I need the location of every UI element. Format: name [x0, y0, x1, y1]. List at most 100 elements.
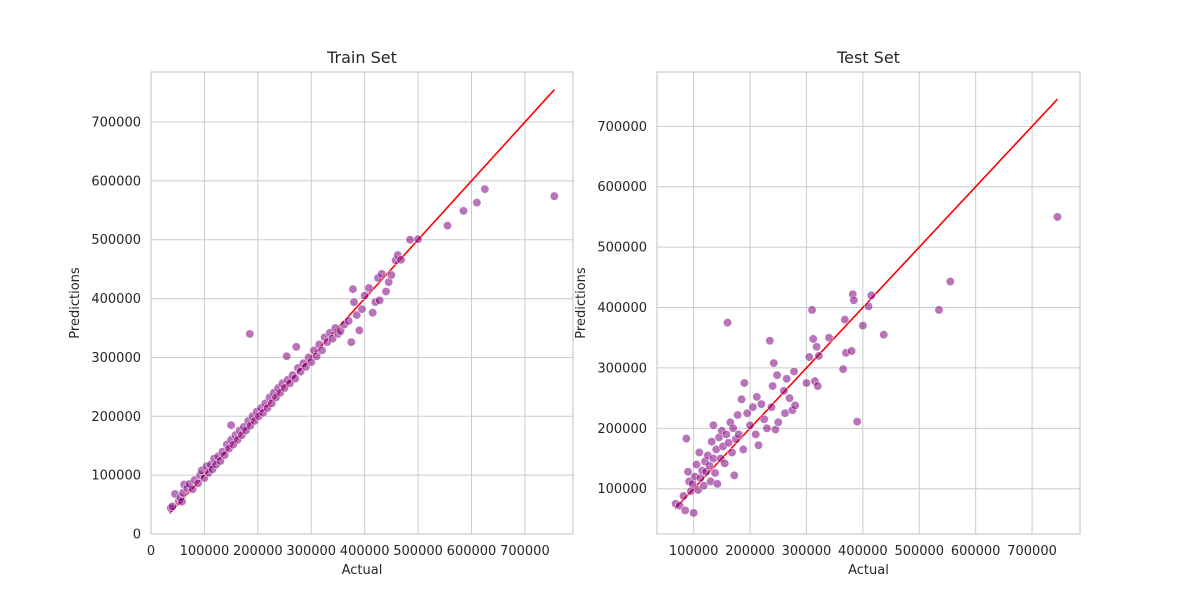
test-ytick-label: 100000 [597, 482, 647, 497]
train-data-point [349, 297, 359, 307]
test-data-point [724, 438, 734, 448]
test-data-point [849, 295, 859, 305]
test-ytick-label: 500000 [597, 241, 647, 256]
test-data-point [813, 381, 823, 391]
train-xtick-label: 200000 [233, 544, 283, 559]
train-data-point [386, 270, 396, 280]
train-xtick-label: 300000 [286, 544, 336, 559]
test-data-point [742, 408, 752, 418]
train-xtick-label: 100000 [180, 544, 230, 559]
test-data-point [752, 392, 762, 402]
test-data-point [934, 305, 944, 315]
test-data-point [785, 393, 795, 403]
test-data-point [710, 468, 720, 478]
test-data-point [691, 460, 701, 470]
test-xtick-label: 500000 [894, 544, 944, 559]
train-data-point [312, 351, 322, 361]
test-data-point [840, 315, 850, 325]
train-data-point [472, 198, 482, 208]
train-set-panel: 0 100000 200000 300000 400000 500000 600000 700… [68, 48, 574, 578]
test-xtick-label: 200000 [725, 544, 775, 559]
test-data-point [847, 346, 857, 356]
test-data-point [739, 378, 749, 388]
train-ylabel: Predictions [68, 267, 83, 339]
train-ytick-label: 0 [133, 528, 141, 543]
test-data-point [1052, 212, 1062, 222]
test-ytick-label: 300000 [597, 361, 647, 376]
test-data-point [720, 458, 730, 468]
test-ylabel: Predictions [574, 267, 589, 339]
train-ytick-label: 100000 [91, 469, 141, 484]
test-data-point [838, 364, 848, 374]
train-data-point [177, 497, 187, 507]
train-data-point [291, 342, 301, 352]
test-data-point [858, 321, 868, 331]
test-data-point [945, 277, 955, 287]
train-ytick-label: 600000 [91, 174, 141, 189]
test-data-point [790, 400, 800, 410]
train-data-point [381, 287, 391, 297]
test-data-point [807, 305, 817, 315]
train-data-point [413, 234, 423, 244]
train-title: Train Set [326, 48, 397, 67]
test-axes-frame [656, 71, 1081, 535]
test-data-point [680, 505, 690, 515]
train-xtick-label: 600000 [447, 544, 497, 559]
train-data-point [348, 284, 358, 294]
test-data-point [801, 378, 811, 388]
test-data-point [679, 491, 689, 501]
test-xtick-label: 100000 [669, 544, 719, 559]
test-data-point [683, 467, 693, 477]
train-data-point [220, 450, 230, 460]
test-set-panel: 100000 200000 300000 400000 500000 600000 7000… [574, 48, 1081, 578]
train-data-point [352, 310, 362, 320]
test-data-point [738, 444, 748, 454]
test-data-point [712, 479, 722, 489]
test-data-point [728, 423, 738, 433]
train-data-point [357, 304, 367, 314]
train-xtick-labels: 0 100000 200000 300000 400000 500000 600000 700… [147, 544, 550, 559]
train-data-point [458, 206, 468, 216]
test-data-point [694, 447, 704, 457]
test-ytick-label: 700000 [597, 120, 647, 135]
test-data-point [766, 402, 776, 412]
test-data-point [729, 470, 739, 480]
train-xtick-label: 700000 [500, 544, 550, 559]
train-xtick-label: 0 [147, 544, 155, 559]
test-data-point [769, 358, 779, 368]
train-data-point [245, 329, 255, 339]
train-data-point [354, 325, 364, 335]
test-data-point [737, 394, 747, 404]
train-data-point [167, 501, 177, 511]
test-xtick-label: 700000 [1007, 544, 1057, 559]
test-ytick-label: 600000 [597, 180, 647, 195]
train-points [166, 184, 559, 513]
train-ytick-label: 500000 [91, 233, 141, 248]
train-ytick-label: 700000 [91, 116, 141, 131]
test-ytick-label: 200000 [597, 422, 647, 437]
train-axes-frame [150, 71, 574, 535]
train-data-point [364, 283, 374, 293]
test-data-point [762, 423, 772, 433]
test-data-point [759, 414, 769, 424]
test-data-point [722, 318, 732, 328]
train-data-point [442, 221, 452, 231]
test-data-point [812, 342, 822, 352]
test-data-point [708, 420, 718, 430]
test-data-point [707, 437, 717, 447]
test-data-point [779, 386, 789, 396]
test-data-point [768, 381, 778, 391]
train-data-point [188, 484, 198, 494]
train-data-point [344, 316, 354, 326]
test-data-point [704, 461, 714, 471]
test-title: Test Set [836, 48, 900, 67]
train-data-point [346, 337, 356, 347]
test-data-point [748, 402, 758, 412]
train-data-point [290, 374, 300, 384]
train-data-point [368, 308, 378, 318]
train-data-point [405, 235, 415, 245]
test-ytick-labels: 100000 200000 300000 400000 500000 600000 7000… [597, 120, 647, 497]
test-data-point [863, 301, 873, 311]
test-data-point [756, 399, 766, 409]
test-data-point [782, 374, 792, 384]
